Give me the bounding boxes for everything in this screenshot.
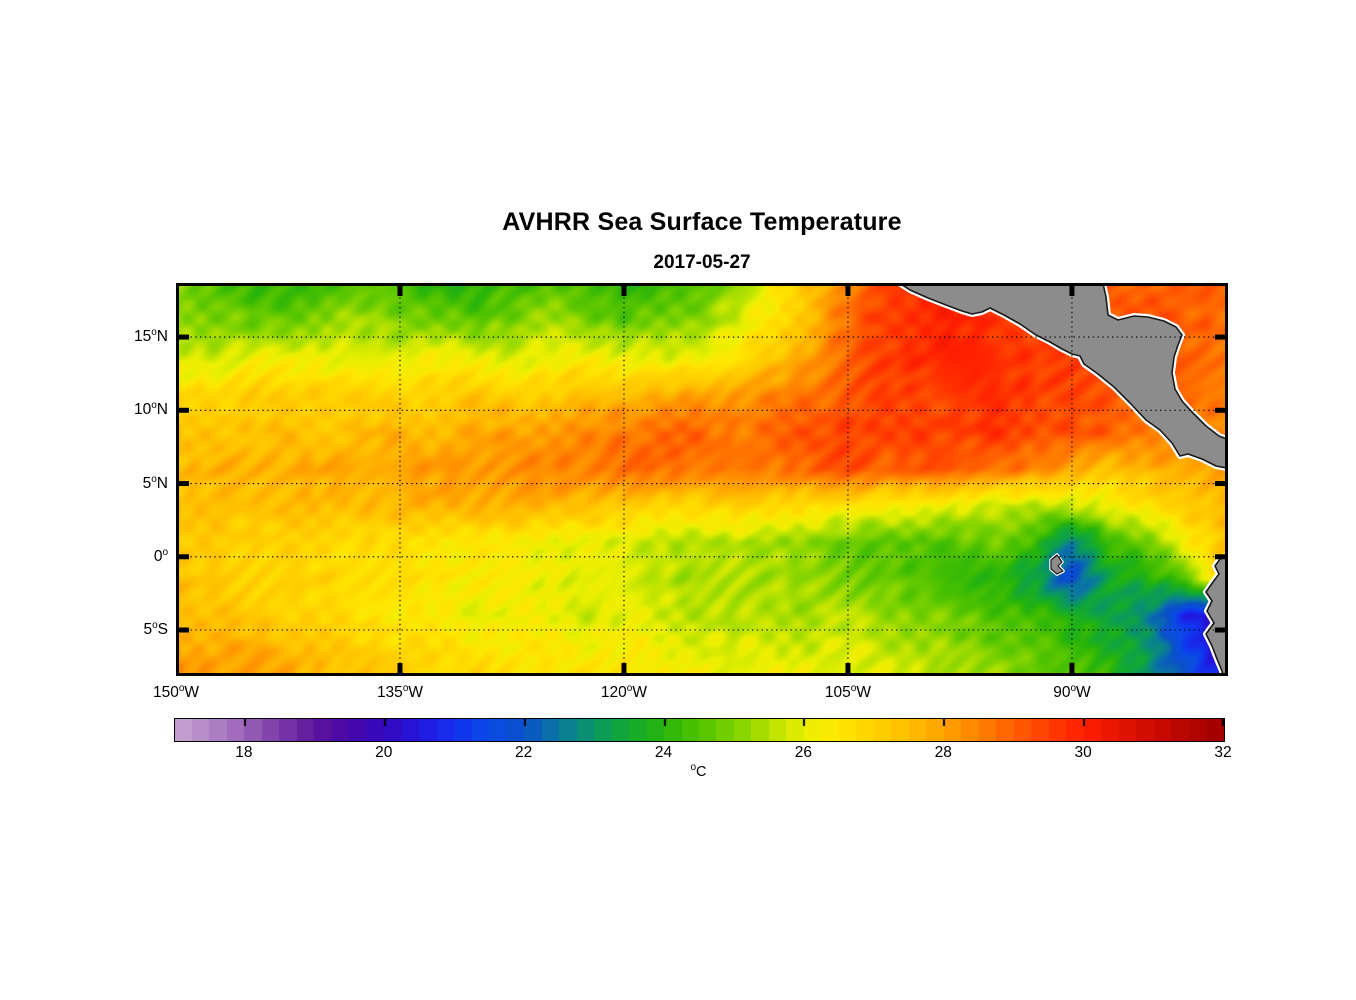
- axis-tick: [176, 554, 189, 560]
- colorbar-tick-label: 20: [375, 744, 393, 761]
- axis-tick: [176, 627, 189, 633]
- axis-tick: [1215, 334, 1228, 340]
- colorbar-tick-label: 26: [794, 744, 813, 761]
- x-axis-tick-label: 105oW: [824, 682, 871, 701]
- axis-tick: [1215, 481, 1228, 487]
- degree-symbol: o: [850, 682, 857, 694]
- y-axis-tick-label: 5oS: [143, 619, 168, 638]
- axis-tick: [621, 663, 627, 676]
- degree-symbol: o: [402, 682, 409, 694]
- landmass-south-america: [1203, 553, 1228, 676]
- degree-symbol: o: [151, 326, 157, 338]
- axis-tick: [1069, 663, 1075, 676]
- landmass-central-america: [893, 283, 1228, 472]
- landmass-galapagos: [1049, 553, 1065, 576]
- x-axis-tick-label: 135oW: [376, 682, 424, 701]
- x-axis-tick-label: 120oW: [600, 682, 647, 701]
- degree-symbol: o: [151, 473, 157, 485]
- map-border: [176, 283, 1228, 676]
- axis-tick: [397, 283, 403, 296]
- degree-symbol: o: [162, 546, 168, 558]
- colorbar-tick-label: 28: [934, 744, 952, 761]
- sst-map: [176, 283, 1228, 676]
- y-axis-tick-label: 0o: [153, 546, 168, 565]
- degree-symbol: o: [178, 682, 185, 694]
- axis-tick: [1215, 554, 1228, 560]
- axis-tick: [845, 283, 851, 296]
- degree-symbol: o: [152, 619, 158, 631]
- axis-tick: [845, 663, 851, 676]
- x-axis-tick-label: 150oW: [152, 682, 200, 701]
- degree-symbol: o: [626, 682, 633, 694]
- colorbar-tick-label: 18: [235, 744, 253, 761]
- axis-tick: [1215, 407, 1228, 413]
- y-axis-tick-label: 10oN: [133, 400, 168, 419]
- axis-tick: [176, 407, 189, 413]
- colorbar-unit-label: oC: [690, 762, 707, 780]
- figure-date-subtitle: 2017-05-27: [653, 252, 751, 273]
- degree-symbol: o: [690, 762, 697, 774]
- axis-tick: [176, 334, 189, 340]
- axis-tick: [176, 481, 189, 487]
- graticule-gridlines: [176, 283, 1228, 676]
- axis-tick: [1215, 627, 1228, 633]
- colorbar-tick-label: 32: [1214, 744, 1232, 761]
- sst-heatmap-canvas: [176, 283, 1228, 676]
- axis-tick: [1069, 283, 1075, 296]
- colorbar-tick-label: 30: [1074, 744, 1092, 761]
- degree-symbol: o: [1070, 682, 1077, 694]
- colorbar-tick-label: 22: [515, 744, 533, 761]
- degree-symbol: o: [151, 400, 157, 412]
- y-axis-tick-label: 5oN: [142, 473, 168, 492]
- axis-tick: [621, 283, 627, 296]
- x-axis-tick-label: 90oW: [1053, 682, 1091, 701]
- figure-title: AVHRR Sea Surface Temperature: [502, 208, 902, 236]
- y-axis-tick-label: 15oN: [133, 326, 168, 346]
- colorbar-tick-label: 24: [654, 744, 673, 761]
- map-overlay-svg: [176, 283, 1228, 676]
- colorbar: [174, 718, 1225, 742]
- axis-tick: [397, 663, 403, 676]
